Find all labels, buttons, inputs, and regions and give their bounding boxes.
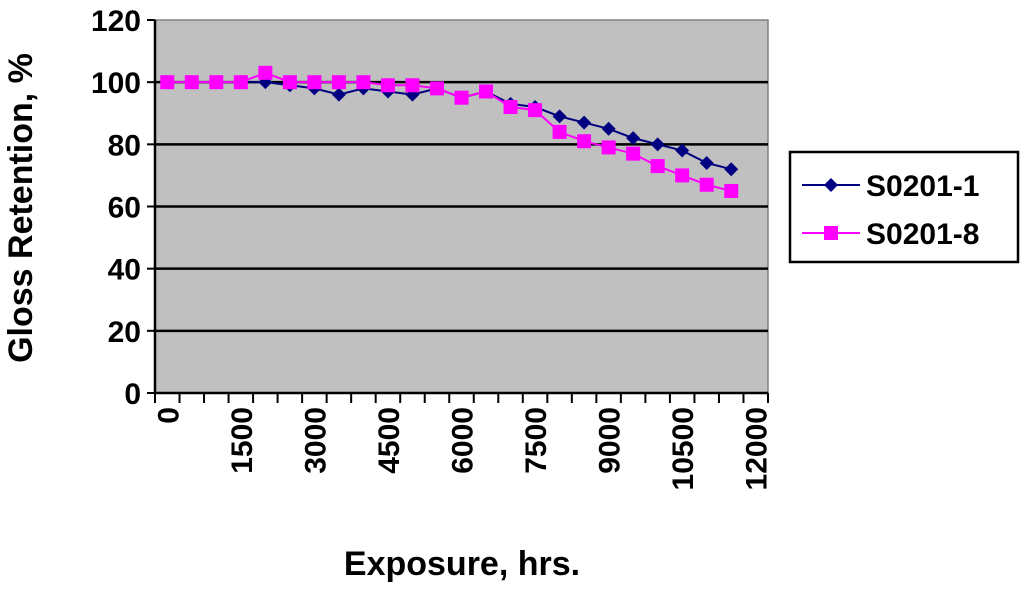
- data-point: [650, 159, 665, 174]
- data-point: [650, 137, 665, 152]
- x-tick-label: 6000: [447, 407, 480, 474]
- data-point: [356, 75, 371, 90]
- x-tick-label: 7500: [520, 407, 553, 474]
- data-point: [626, 131, 641, 146]
- data-point: [405, 78, 420, 93]
- data-point: [233, 75, 248, 90]
- data-point: [282, 75, 297, 90]
- x-tick-label: 12000: [741, 407, 774, 490]
- data-point: [675, 168, 690, 183]
- legend-label: S0201-1: [866, 170, 979, 203]
- data-point: [331, 87, 346, 102]
- x-tick-label: 9000: [594, 407, 627, 474]
- y-tick-label: 120: [91, 5, 141, 38]
- data-point: [724, 183, 739, 198]
- x-tick-label: 0: [152, 407, 185, 424]
- legend-marker: [824, 178, 838, 192]
- x-tick-label: 4500: [373, 407, 406, 474]
- data-point: [429, 81, 444, 96]
- data-point: [454, 90, 469, 105]
- legend-marker: [824, 226, 838, 240]
- data-point: [699, 177, 714, 192]
- data-point: [331, 75, 346, 90]
- data-point: [503, 100, 518, 115]
- data-point: [209, 75, 224, 90]
- data-point: [552, 124, 567, 139]
- data-point: [626, 146, 641, 161]
- data-point: [601, 140, 616, 155]
- y-axis-title: Gloss Retention, %: [2, 53, 40, 363]
- legend-label: S0201-8: [866, 218, 979, 251]
- y-tick-label: 60: [108, 192, 141, 225]
- y-tick-label: 100: [91, 67, 141, 100]
- data-point: [160, 75, 175, 90]
- y-tick-label: 20: [108, 316, 141, 349]
- series-group: [160, 65, 739, 198]
- data-point: [724, 162, 739, 177]
- data-point: [675, 143, 690, 158]
- data-point: [577, 115, 592, 130]
- data-point: [699, 155, 714, 170]
- data-point: [479, 84, 494, 99]
- y-tick-label: 80: [108, 129, 141, 162]
- data-point: [601, 121, 616, 136]
- data-point: [528, 103, 543, 118]
- data-point: [258, 65, 273, 80]
- axes: 0 20 40 60 80 100 120 0 1500 3000 4500 6000 7500 9000…: [91, 5, 774, 490]
- x-tick-label: 3000: [299, 407, 332, 474]
- data-point: [307, 75, 322, 90]
- data-point: [380, 78, 395, 93]
- data-point: [184, 75, 199, 90]
- x-axis-title: Exposure, hrs.: [344, 545, 580, 583]
- x-tick-label: 10500: [667, 407, 700, 490]
- legend-box: [788, 150, 1020, 264]
- data-point: [552, 109, 567, 124]
- legend: S0201-1 S0201-8: [788, 150, 1020, 264]
- y-tick-label: 40: [108, 254, 141, 287]
- y-tick-label: 0: [124, 378, 141, 411]
- x-tick-label: 1500: [226, 407, 259, 474]
- data-point: [577, 134, 592, 149]
